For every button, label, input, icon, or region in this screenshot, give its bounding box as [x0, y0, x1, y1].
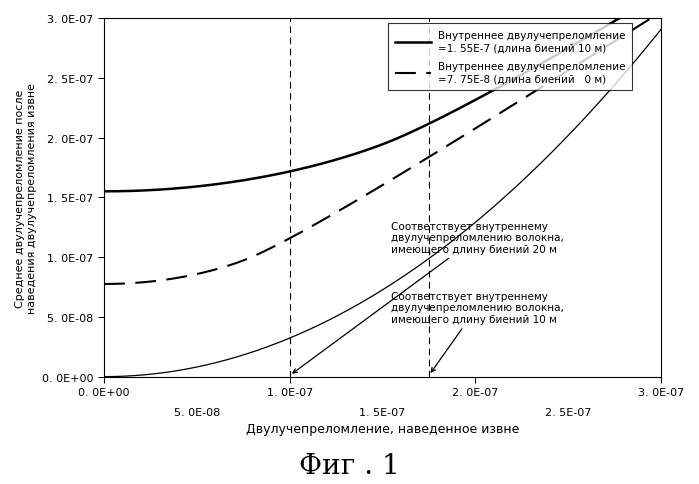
Text: 1. 5E-07: 1. 5E-07 [359, 408, 405, 417]
Text: Соответствует внутреннему
двулучепреломлению волокна,
имеющего длину биений 20 м: Соответствует внутреннему двулучепреломл… [293, 221, 563, 373]
Legend: Внутреннее двулучепреломление
=1. 55Е-7 (длина биений 10 м), Внутреннее двулучеп: Внутреннее двулучепреломление =1. 55Е-7 … [388, 24, 633, 91]
Text: Фиг . 1: Фиг . 1 [299, 452, 400, 479]
Text: 5. 0E-08: 5. 0E-08 [174, 408, 220, 417]
Text: Соответствует внутреннему
двулучепреломлению волокна,
имеющего длину биений 10 м: Соответствует внутреннему двулучепреломл… [391, 291, 563, 372]
X-axis label: Двулучепреломление, наведенное извне: Двулучепреломление, наведенное извне [246, 422, 519, 435]
Y-axis label: Среднее двулучепреломление после
наведения двулучепреломления извне: Среднее двулучепреломление после наведен… [15, 83, 36, 313]
Text: 2. 5E-07: 2. 5E-07 [545, 408, 591, 417]
